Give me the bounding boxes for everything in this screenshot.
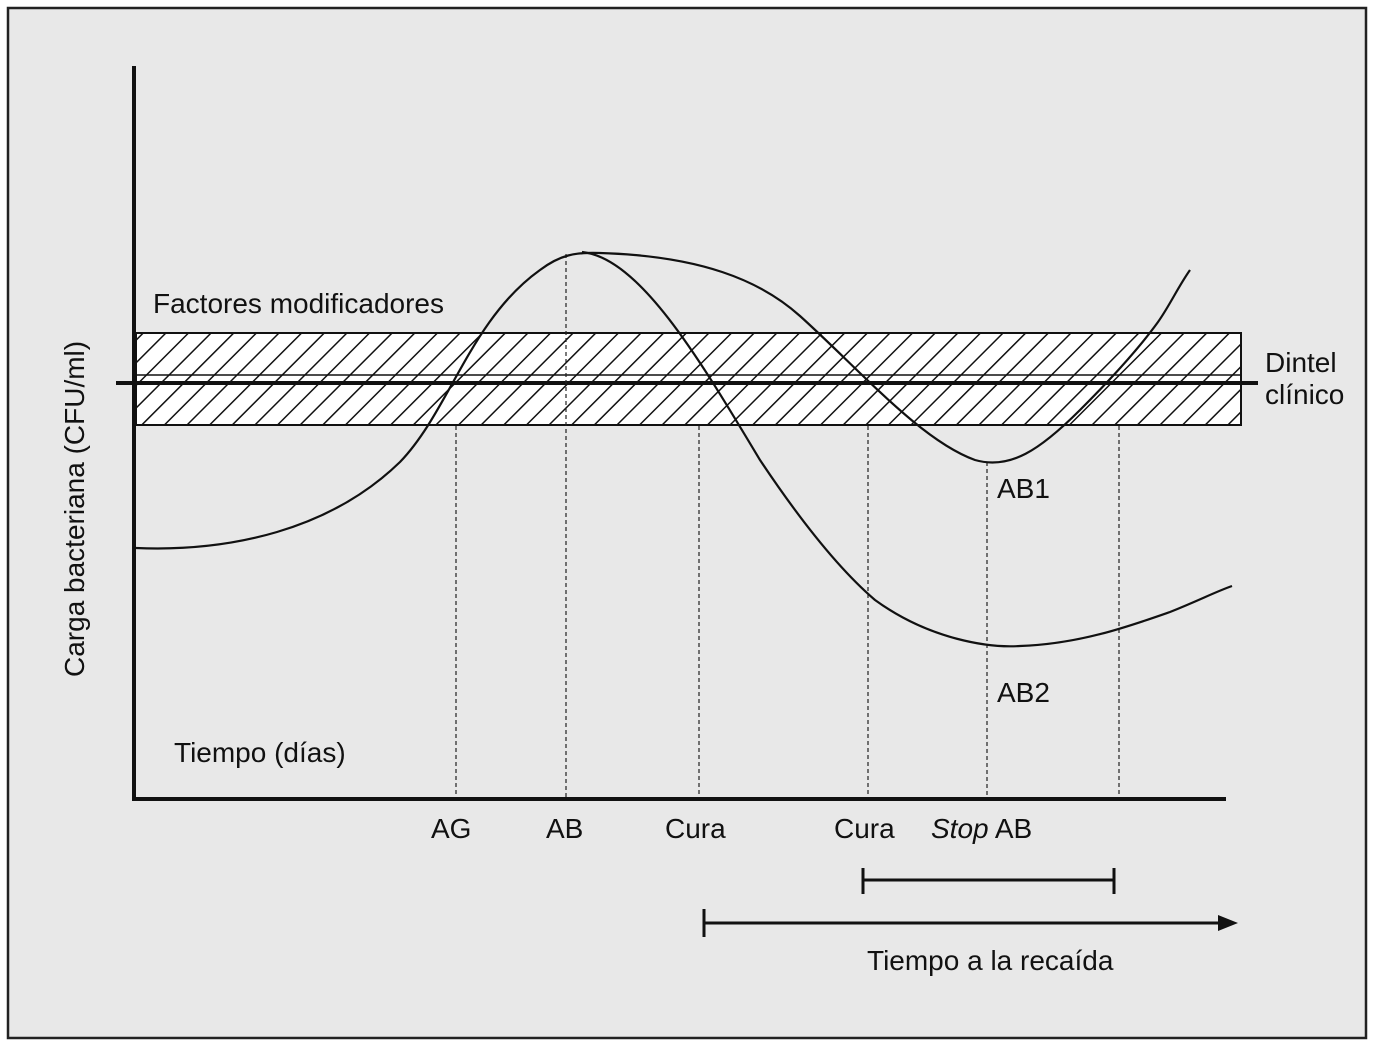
marker-ag: AG bbox=[431, 813, 471, 844]
x-axis-label: Tiempo (días) bbox=[174, 737, 346, 768]
threshold-label-line1: Dintel bbox=[1265, 347, 1337, 378]
marker-cura-1: Cura bbox=[665, 813, 726, 844]
threshold-label-line2: clínico bbox=[1265, 379, 1344, 410]
marker-cura-2: Cura bbox=[834, 813, 895, 844]
relapse-label: Tiempo a la recaída bbox=[867, 945, 1114, 976]
relapse-arrow bbox=[702, 909, 1238, 937]
curve-ab2 bbox=[581, 250, 1233, 648]
curve-ab1 bbox=[135, 251, 1191, 550]
band-label: Factores modificadores bbox=[153, 288, 444, 319]
interval-bracket bbox=[861, 868, 1116, 894]
marker-ab: AB bbox=[546, 813, 583, 844]
marker-stop-italic: Stop bbox=[931, 813, 989, 844]
guide-lines bbox=[455, 254, 1120, 797]
curve-ab1-label: AB1 bbox=[997, 473, 1050, 504]
curve-ab2-label: AB2 bbox=[997, 677, 1050, 708]
marker-stop-ab: Stop AB bbox=[931, 813, 1032, 844]
y-axis-label: Carga bacteriana (CFU/ml) bbox=[59, 341, 90, 677]
marker-stop-rest: AB bbox=[989, 813, 1033, 844]
panel-background bbox=[6, 6, 1368, 1040]
modifying-factors-band bbox=[135, 332, 1242, 426]
